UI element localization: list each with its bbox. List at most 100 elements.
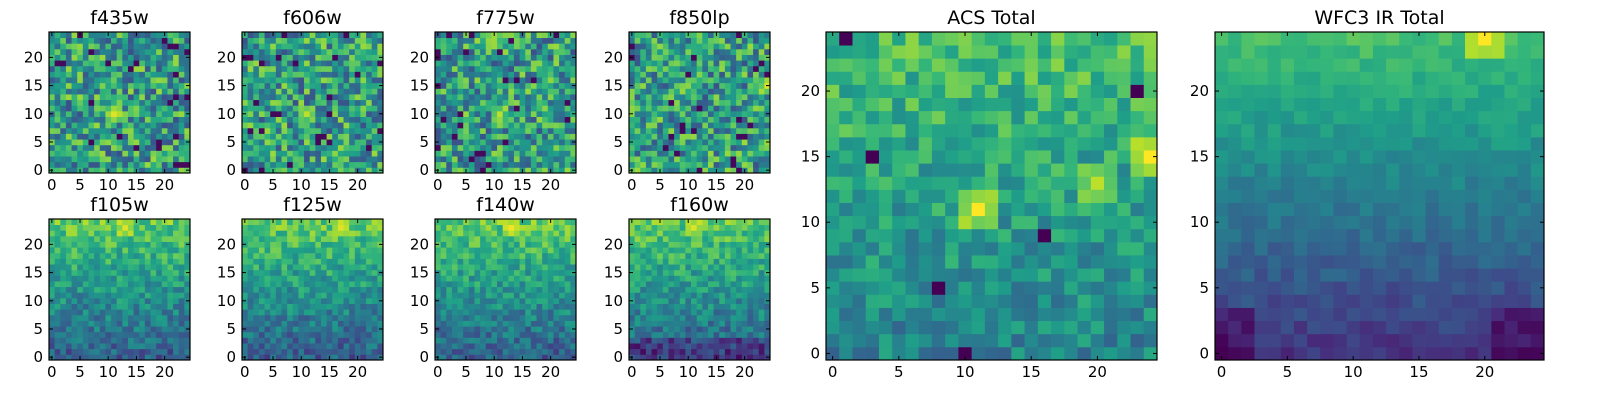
heatmap-cell — [674, 331, 681, 338]
heatmap-cell — [298, 150, 305, 157]
heatmap-cell — [264, 48, 271, 55]
heatmap-cell — [564, 88, 571, 95]
heatmap-cell — [258, 264, 265, 271]
heatmap-cell — [457, 354, 464, 361]
heatmap-cell — [54, 219, 61, 226]
heatmap-cell — [139, 247, 146, 254]
heatmap-cell — [287, 258, 294, 265]
heatmap-cell — [724, 37, 731, 44]
heatmap-cell — [270, 297, 277, 304]
heatmap-cell — [247, 150, 254, 157]
heatmap-cell — [435, 275, 442, 282]
heatmap-cell — [668, 337, 675, 344]
heatmap-cell — [77, 241, 84, 248]
heatmap-cell — [332, 144, 339, 151]
heatmap-cell — [144, 110, 151, 117]
heatmap-cell — [309, 48, 316, 55]
x-tick-label: 15 — [127, 176, 146, 194]
heatmap-cell — [657, 320, 664, 327]
heatmap-cell — [275, 71, 282, 78]
heatmap-cell — [747, 88, 754, 95]
heatmap-cell — [485, 326, 492, 333]
heatmap-cell — [730, 60, 737, 67]
heatmap-cell — [674, 37, 681, 44]
heatmap-cell — [559, 230, 566, 237]
heatmap-cell — [474, 309, 481, 316]
heatmap-cell — [247, 48, 254, 55]
heatmap-cell — [651, 331, 658, 338]
heatmap-cell — [497, 320, 504, 327]
heatmap-cell — [366, 82, 373, 89]
heatmap-cell — [645, 343, 652, 350]
heatmap-cell — [451, 326, 458, 333]
heatmap-cell — [105, 65, 112, 72]
heatmap-cell — [764, 127, 771, 134]
heatmap-cell — [139, 71, 146, 78]
heatmap-cell — [349, 122, 356, 129]
heatmap-cell — [747, 54, 754, 61]
heatmap-cell — [337, 275, 344, 282]
heatmap-cell — [645, 65, 652, 72]
heatmap-cell — [349, 99, 356, 106]
heatmap-cell — [485, 224, 492, 231]
heatmap-cell — [530, 320, 537, 327]
heatmap-cell — [366, 331, 373, 338]
heatmap-cell — [116, 150, 123, 157]
heatmap-cell — [349, 331, 356, 338]
heatmap-cell — [485, 354, 492, 361]
heatmap-cell — [360, 161, 367, 168]
heatmap-cell — [150, 65, 157, 72]
heatmap-cell — [144, 144, 151, 151]
heatmap-cell — [674, 116, 681, 123]
heatmap-cell — [349, 326, 356, 333]
heatmap-cell — [133, 292, 140, 299]
heatmap-cell — [542, 219, 549, 226]
heatmap-cell — [457, 326, 464, 333]
heatmap-cell — [474, 161, 481, 168]
heatmap-cell — [377, 127, 384, 134]
heatmap-cell — [71, 264, 78, 271]
heatmap-cell — [679, 71, 686, 78]
heatmap-cell — [60, 99, 67, 106]
heatmap-cell — [634, 281, 641, 288]
heatmap-cell — [292, 156, 299, 163]
heatmap-cell — [634, 275, 641, 282]
heatmap-cell — [105, 320, 112, 327]
heatmap-cell — [184, 144, 191, 151]
heatmap-cell — [542, 139, 549, 146]
heatmap-cell — [116, 281, 123, 288]
heatmap-cell — [451, 292, 458, 299]
heatmap-cell — [264, 343, 271, 350]
heatmap-cell — [651, 309, 658, 316]
heatmap-cell — [679, 343, 686, 350]
heatmap-cell — [513, 94, 520, 101]
heatmap-cell — [707, 48, 714, 55]
heatmap-cell — [764, 331, 771, 338]
heatmap-cell — [247, 348, 254, 355]
heatmap-cell — [111, 309, 118, 316]
heatmap-cell — [105, 71, 112, 78]
heatmap-cell — [71, 60, 78, 67]
heatmap-cell — [65, 264, 72, 271]
heatmap-cell — [463, 127, 470, 134]
heatmap-cell — [275, 82, 282, 89]
heatmap-cell — [354, 247, 361, 254]
heatmap-cell — [668, 161, 675, 168]
heatmap-cell — [547, 54, 554, 61]
heatmap-cell — [184, 230, 191, 237]
heatmap-cell — [634, 150, 641, 157]
heatmap-cell — [371, 156, 378, 163]
heatmap-cell — [497, 65, 504, 72]
heatmap-cell — [88, 65, 95, 72]
heatmap-cell — [337, 219, 344, 226]
heatmap-cell — [451, 337, 458, 344]
heatmap-cell — [326, 247, 333, 254]
heatmap-cell — [508, 247, 515, 254]
heatmap-cell — [474, 235, 481, 242]
heatmap-cell — [88, 156, 95, 163]
heatmap-cell — [451, 127, 458, 134]
heatmap-cell — [525, 224, 532, 231]
heatmap-cell — [468, 127, 475, 134]
heatmap-cell — [547, 43, 554, 50]
